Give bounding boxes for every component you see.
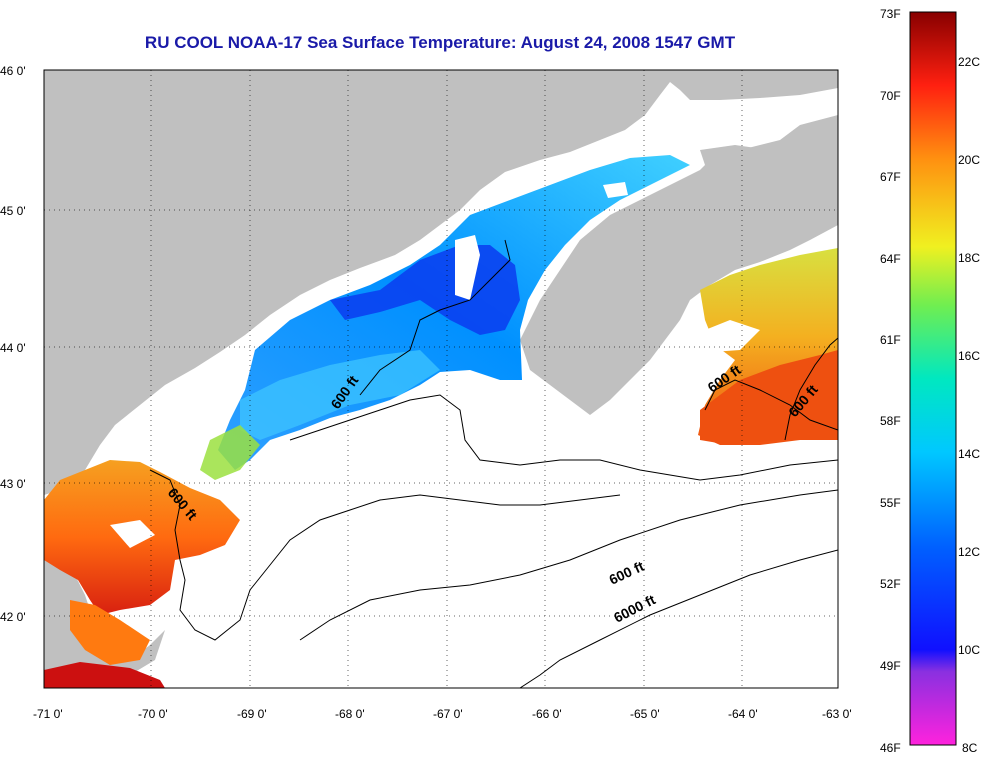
lat-axis: 46 0' 45 0' 44 0' 43 0' 42 0'	[0, 64, 26, 624]
lon-tick-label: -70 0'	[138, 707, 168, 721]
lat-tick-label: 43 0'	[0, 477, 26, 491]
colorbar-celsius-labels: 22C 20C 18C 16C 14C 12C 10C 8C	[958, 55, 980, 755]
lon-tick-label: -69 0'	[237, 707, 267, 721]
lat-tick-label: 46 0'	[0, 64, 26, 78]
colorbar-c-label: 12C	[958, 545, 980, 559]
colorbar	[909, 11, 957, 746]
lon-tick-label: -66 0'	[532, 707, 562, 721]
map-title: RU COOL NOAA-17 Sea Surface Temperature:…	[144, 33, 736, 52]
colorbar-f-label: 49F	[880, 659, 901, 673]
colorbar-f-label: 64F	[880, 252, 901, 266]
colorbar-f-label: 46F	[880, 741, 901, 755]
colorbar-f-label: 61F	[880, 333, 901, 347]
lon-tick-label: -71 0'	[33, 707, 63, 721]
graticule	[44, 70, 838, 688]
lon-axis: -71 0' -70 0' -69 0' -68 0' -67 0' -66 0…	[33, 707, 852, 721]
contour-600ft-west	[149, 469, 621, 641]
sst-east-hot	[700, 350, 838, 445]
sst-transition	[200, 425, 260, 480]
contour-6000ft	[519, 549, 838, 688]
colorbar-c-label: 18C	[958, 251, 980, 265]
colorbar-f-label: 73F	[880, 7, 901, 21]
colorbar-fahrenheit-labels: 73F 70F 67F 64F 61F 58F 55F 52F 49F 46F	[880, 7, 901, 755]
lon-tick-label: -64 0'	[728, 707, 758, 721]
lat-tick-label: 42 0'	[0, 610, 26, 624]
colorbar-c-label: 22C	[958, 55, 980, 69]
sst-mid-band	[240, 350, 440, 440]
colorbar-c-label: 14C	[958, 447, 980, 461]
sst-warm-southwest-3	[44, 662, 165, 688]
lon-tick-label: -65 0'	[630, 707, 660, 721]
depth-contours	[149, 239, 838, 688]
land-nova-scotia	[520, 115, 838, 415]
colorbar-f-label: 52F	[880, 577, 901, 591]
contour-600ft-south	[299, 489, 838, 641]
lat-tick-label: 45 0'	[0, 204, 26, 218]
colorbar-f-label: 67F	[880, 170, 901, 184]
colorbar-f-label: 58F	[880, 414, 901, 428]
contour-east-2	[784, 337, 838, 441]
land-pei	[700, 145, 800, 172]
cloud-patch-4	[110, 520, 155, 548]
contour-gulf-basin	[359, 239, 511, 396]
plot-frame	[43, 69, 839, 689]
colorbar-f-label: 70F	[880, 89, 901, 103]
lon-tick-label: -68 0'	[335, 707, 365, 721]
colorbar-f-label: 55F	[880, 496, 901, 510]
land-mainland	[44, 70, 838, 495]
cloud-patch-3	[705, 320, 760, 352]
colorbar-c-label: 10C	[958, 643, 980, 657]
lon-tick-label: -63 0'	[822, 707, 852, 721]
contour-600ft-inner	[289, 394, 838, 481]
cloud-patch-2	[603, 182, 628, 198]
colorbar-c-label: 16C	[958, 349, 980, 363]
colorbar-c-label: 8C	[962, 741, 978, 755]
lon-tick-label: -67 0'	[433, 707, 463, 721]
lat-tick-label: 44 0'	[0, 341, 26, 355]
contour-east-1	[704, 379, 838, 431]
colorbar-c-label: 20C	[958, 153, 980, 167]
land-cape-cod	[44, 560, 165, 688]
cloud-patch-1	[455, 235, 480, 300]
